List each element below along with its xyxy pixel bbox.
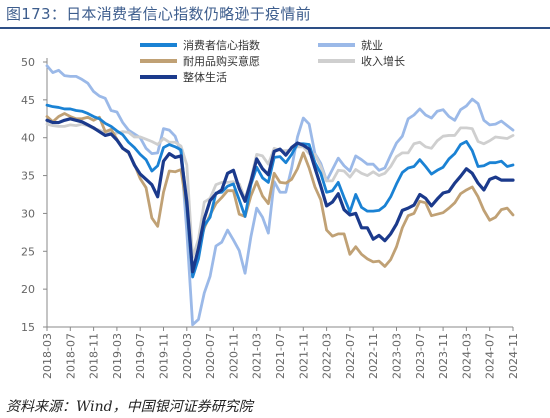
series-line-1 bbox=[45, 64, 515, 327]
x-tick-label: 2022-03 bbox=[321, 333, 334, 379]
legend-label: 整体生活 bbox=[183, 70, 227, 84]
chart-series bbox=[45, 64, 515, 327]
x-tick-label: 2018-03 bbox=[41, 333, 54, 379]
x-tick-label: 2021-11 bbox=[297, 333, 310, 379]
legend-label: 就业 bbox=[361, 38, 383, 52]
legend-item: 收入增长 bbox=[318, 54, 405, 68]
source-note: 资料来源：Wind，中国银河证券研究院 bbox=[6, 399, 253, 415]
y-tick-label: 35 bbox=[21, 170, 35, 183]
x-tick-label: 2024-11 bbox=[507, 333, 520, 379]
x-tick-label: 2022-07 bbox=[344, 333, 357, 379]
y-tick-label: 20 bbox=[21, 283, 35, 296]
x-tick-label: 2019-11 bbox=[158, 333, 171, 379]
y-tick-label: 25 bbox=[21, 245, 35, 258]
x-tick-label: 2023-03 bbox=[391, 333, 404, 379]
line-chart: 15 20 25 30 35 40 45 50 2018-03 2018-07 2018-11 201… bbox=[21, 38, 520, 379]
y-tick-label: 50 bbox=[21, 56, 35, 69]
x-tick-label: 2024-07 bbox=[484, 333, 497, 379]
legend-item: 就业 bbox=[318, 38, 383, 52]
series-line-4 bbox=[45, 117, 515, 274]
legend-label: 消费者信心指数 bbox=[183, 38, 260, 52]
x-tick-label: 2021-03 bbox=[251, 333, 264, 379]
x-tick-label: 2019-07 bbox=[134, 333, 147, 379]
x-tick-label: 2018-11 bbox=[88, 333, 101, 379]
chart-axes: 15 20 25 30 35 40 45 50 2018-03 2018-07 2018-11 201… bbox=[21, 56, 520, 379]
legend-item: 消费者信心指数 bbox=[140, 38, 260, 52]
chart-title: 图173：日本消费者信心指数仍略逊于疫情前 bbox=[6, 5, 311, 23]
x-tick-label: 2024-03 bbox=[460, 333, 473, 379]
x-tick-label: 2021-07 bbox=[274, 333, 287, 379]
y-tick-label: 45 bbox=[21, 94, 35, 107]
legend-label: 耐用品购买意愿 bbox=[183, 54, 260, 68]
x-tick-label: 2023-07 bbox=[414, 333, 427, 379]
x-tick-label: 2020-03 bbox=[181, 333, 194, 379]
y-tick-label: 40 bbox=[21, 132, 35, 145]
y-tick-label: 15 bbox=[21, 321, 35, 334]
legend-label: 收入增长 bbox=[361, 54, 405, 68]
x-tick-label: 2020-07 bbox=[204, 333, 217, 379]
series-line-0 bbox=[45, 103, 515, 279]
title-divider bbox=[0, 27, 550, 29]
y-tick-label: 30 bbox=[21, 207, 35, 220]
legend-item: 整体生活 bbox=[140, 70, 227, 84]
x-tick-label: 2019-03 bbox=[111, 333, 124, 379]
x-tick-label: 2023-11 bbox=[437, 333, 450, 379]
x-tick-label: 2020-11 bbox=[227, 333, 240, 379]
x-tick-label: 2022-11 bbox=[367, 333, 380, 379]
x-tick-label: 2018-07 bbox=[64, 333, 77, 379]
legend-item: 耐用品购买意愿 bbox=[140, 54, 260, 68]
